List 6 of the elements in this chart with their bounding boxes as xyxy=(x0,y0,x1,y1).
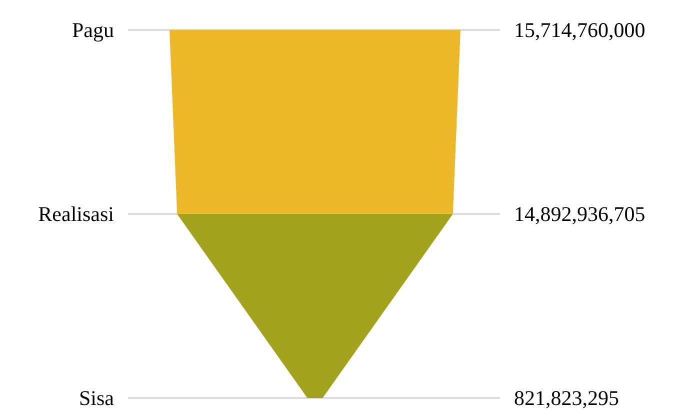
data-label: 821,823,295 xyxy=(514,386,619,410)
category-label: Pagu xyxy=(72,18,114,42)
data-label: 15,714,760,000 xyxy=(514,18,646,42)
category-label: Sisa xyxy=(78,386,115,410)
data-label: 14,892,936,705 xyxy=(514,202,646,226)
category-label: Realisasi xyxy=(38,202,114,226)
